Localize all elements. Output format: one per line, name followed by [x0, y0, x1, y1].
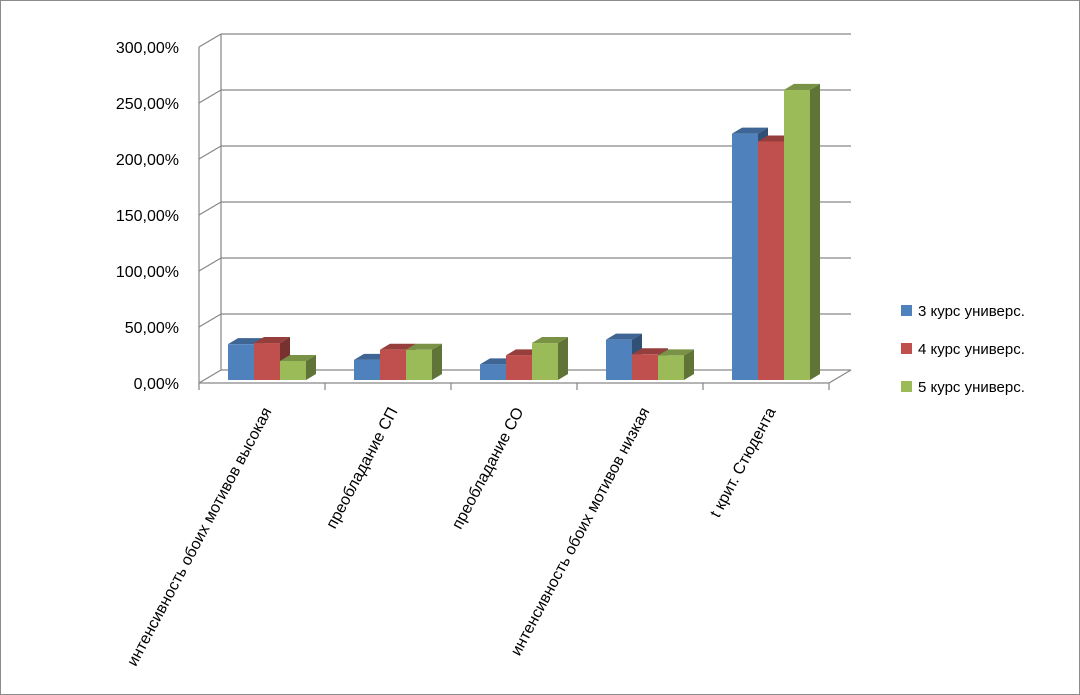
bar-top [632, 348, 668, 355]
x-axis-category-labels: интенсивность обоих мотивов высокая преоб… [124, 405, 779, 669]
bar [532, 337, 568, 380]
legend-entry: 5 курс универс. [901, 379, 1025, 396]
bar-front [380, 349, 406, 380]
bar-front [732, 133, 758, 380]
bar-top [280, 354, 316, 361]
y-tick-label: 100,00% [116, 264, 179, 281]
bar-top [406, 343, 442, 350]
gridline-depth [198, 257, 222, 272]
bar-top [532, 337, 568, 344]
bar-side [558, 337, 568, 380]
legend-entry: 3 курс универс. [901, 303, 1025, 320]
legend-swatch [901, 381, 912, 392]
bar [658, 349, 694, 380]
legend-label: 5 курс универс. [918, 379, 1025, 396]
bar [784, 83, 820, 381]
y-tick-label: 200,00% [116, 152, 179, 169]
bars-layer [228, 83, 820, 381]
legend-swatch [901, 305, 912, 316]
gridline-depth [198, 313, 222, 328]
grid-layer [198, 33, 852, 390]
y-tick-label: 0,00% [134, 376, 179, 393]
bar [406, 343, 442, 380]
legend-label: 3 курс универс. [918, 303, 1025, 320]
bar-front [532, 343, 558, 380]
gridline-depth [198, 145, 222, 160]
y-axis-tick-labels: 0,00% 50,00% 100,00% 150,00% 200,00% 250,00% 3… [116, 40, 179, 393]
x-category-label: интенсивность обоих мотивов низкая [508, 405, 654, 659]
bar-front [228, 344, 254, 380]
bar-top [784, 83, 820, 90]
bar-top [732, 127, 768, 134]
gridline-depth [198, 33, 222, 48]
bar-front [632, 354, 658, 380]
legend-label: 4 курс универс. [918, 341, 1025, 358]
bar-front [506, 355, 532, 380]
legend-swatch [901, 343, 912, 354]
bar [280, 354, 316, 380]
bar-top [658, 349, 694, 356]
bar-top [380, 343, 416, 350]
y-tick-label: 150,00% [116, 208, 179, 225]
bar-front [784, 89, 810, 381]
gridline-depth [198, 201, 222, 216]
y-tick-label: 300,00% [116, 40, 179, 57]
x-category-label: t крит. Стюдента [707, 405, 779, 521]
legend-entry: 4 курс универс. [901, 341, 1025, 358]
bar-front [406, 349, 432, 380]
bar-front [658, 355, 684, 380]
bar-front [354, 359, 380, 380]
gridline-depth [198, 89, 222, 104]
floor-edge [828, 369, 852, 384]
bar-top [606, 333, 642, 340]
y-tick-label: 250,00% [116, 96, 179, 113]
x-category-label: преобладание СО [449, 405, 527, 532]
gridline-depth [198, 369, 222, 384]
bar-front [606, 339, 632, 380]
bar-top [254, 337, 290, 344]
bar-side [432, 343, 442, 380]
bar-side [684, 349, 694, 380]
bar-side [810, 83, 820, 381]
bar-front [254, 343, 280, 380]
x-category-label: преобладание СП [323, 405, 401, 532]
bar-front [280, 360, 306, 380]
x-category-label: интенсивность обоих мотивов высокая [124, 405, 275, 669]
bar-front [480, 364, 506, 380]
bar-side [306, 354, 316, 380]
bar-front [758, 141, 784, 380]
legend: 3 курс универс. 4 курс универс. 5 курс уни… [901, 303, 1025, 396]
y-tick-label: 50,00% [125, 320, 179, 337]
